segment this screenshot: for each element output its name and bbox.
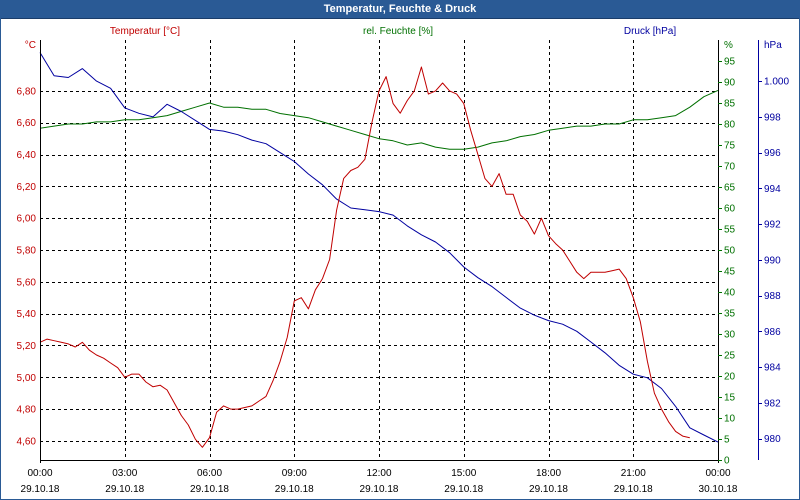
humidity-tick-label: 20: [724, 372, 736, 383]
pressure-tick-label: 992: [764, 220, 781, 231]
temperature-tick-label: 6,00: [17, 214, 37, 225]
humidity-unit-label: %: [724, 40, 733, 51]
humidity-tick-label: 85: [724, 99, 736, 110]
x-tick-time-label: 03:00: [112, 468, 137, 479]
humidity-tick-label: 70: [724, 162, 736, 173]
humidity-tick-label: 50: [724, 246, 736, 257]
x-tick-date-label: 29.10.18: [360, 484, 399, 495]
pressure-tick-label: 990: [764, 255, 781, 266]
x-tick-date-label: 29.10.18: [529, 484, 568, 495]
x-tick-date-label: 29.10.18: [21, 484, 60, 495]
humidity-line: [39, 89, 719, 150]
temperature-tick-label: 6,40: [17, 150, 37, 161]
temperature-tick-label: 4,80: [17, 405, 37, 416]
humidity-tick-label: 55: [724, 225, 736, 236]
temperature-tick-label: 6,80: [17, 86, 37, 97]
labels: 4,60 4,80 5,00 5,20 5,40 5,60 5,80 6,00 6,20 6,40…: [17, 26, 790, 495]
temperature-line: [39, 66, 690, 448]
temperature-legend-label: Temperatur [°C]: [110, 26, 180, 37]
temperature-tick-label: 4,60: [17, 436, 37, 447]
title-bar: Temperatur, Feuchte & Druck: [0, 0, 800, 19]
humidity-tick-label: 75: [724, 141, 736, 152]
pressure-tick-label: 1.000: [764, 77, 789, 88]
x-tick-time-label: 12:00: [366, 468, 391, 479]
humidity-tick-label: 80: [724, 120, 736, 131]
pressure-tick-label: 986: [764, 327, 781, 338]
humidity-tick-label: 5: [724, 435, 730, 446]
temperature-tick-label: 5,60: [17, 277, 37, 288]
pressure-tick-label: 998: [764, 112, 781, 123]
x-tick-time-label: 15:00: [451, 468, 476, 479]
x-tick-date-label: 29.10.18: [444, 484, 483, 495]
humidity-tick-label: 10: [724, 414, 736, 425]
pressure-tick-label: 996: [764, 148, 781, 159]
temperature-unit-label: °C: [25, 40, 36, 51]
x-tick-time-label: 06:00: [197, 468, 222, 479]
pressure-tick-label: 988: [764, 291, 781, 302]
x-tick-date-label: 29.10.18: [275, 484, 314, 495]
x-tick-time-label: 09:00: [282, 468, 307, 479]
x-tick-time-label: 00:00: [27, 468, 52, 479]
humidity-tick-label: 25: [724, 351, 736, 362]
humidity-tick-label: 35: [724, 309, 736, 320]
temperature-tick-label: 5,20: [17, 341, 37, 352]
temperature-tick-label: 5,40: [17, 309, 37, 320]
pressure-tick-label: 994: [764, 184, 781, 195]
pressure-tick-label: 984: [764, 363, 781, 374]
grid-lines: [40, 40, 719, 460]
x-tick-time-label: 00:00: [705, 468, 730, 479]
x-tick-date-label: 29.10.18: [614, 484, 653, 495]
humidity-tick-label: 65: [724, 183, 736, 194]
pressure-unit-label: hPa: [764, 40, 782, 51]
humidity-tick-label: 60: [724, 204, 736, 215]
x-tick-date-label: 30.10.18: [699, 484, 738, 495]
humidity-tick-label: 45: [724, 267, 736, 278]
pressure-tick-label: 980: [764, 434, 781, 445]
temperature-tick-label: 6,20: [17, 182, 37, 193]
pressure-line: [39, 52, 719, 443]
window-title: Temperatur, Feuchte & Druck: [323, 3, 477, 15]
axes: [40, 40, 762, 463]
temperature-tick-label: 5,80: [17, 246, 37, 257]
humidity-tick-label: 15: [724, 393, 736, 404]
pressure-tick-label: 982: [764, 398, 781, 409]
x-tick-time-label: 21:00: [621, 468, 646, 479]
humidity-tick-label: 30: [724, 330, 736, 341]
temperature-tick-label: 5,00: [17, 373, 37, 384]
pressure-legend-label: Druck [hPa]: [624, 26, 676, 37]
humidity-tick-label: 95: [724, 57, 736, 68]
temperature-tick-label: 6,60: [17, 118, 37, 129]
series-group: [39, 52, 719, 448]
humidity-legend-label: rel. Feuchte [%]: [363, 26, 433, 37]
humidity-tick-label: 0: [724, 456, 730, 467]
x-tick-date-label: 29.10.18: [105, 484, 144, 495]
humidity-tick-label: 40: [724, 288, 736, 299]
x-tick-time-label: 18:00: [536, 468, 561, 479]
x-tick-date-label: 29.10.18: [190, 484, 229, 495]
humidity-tick-label: 90: [724, 78, 736, 89]
